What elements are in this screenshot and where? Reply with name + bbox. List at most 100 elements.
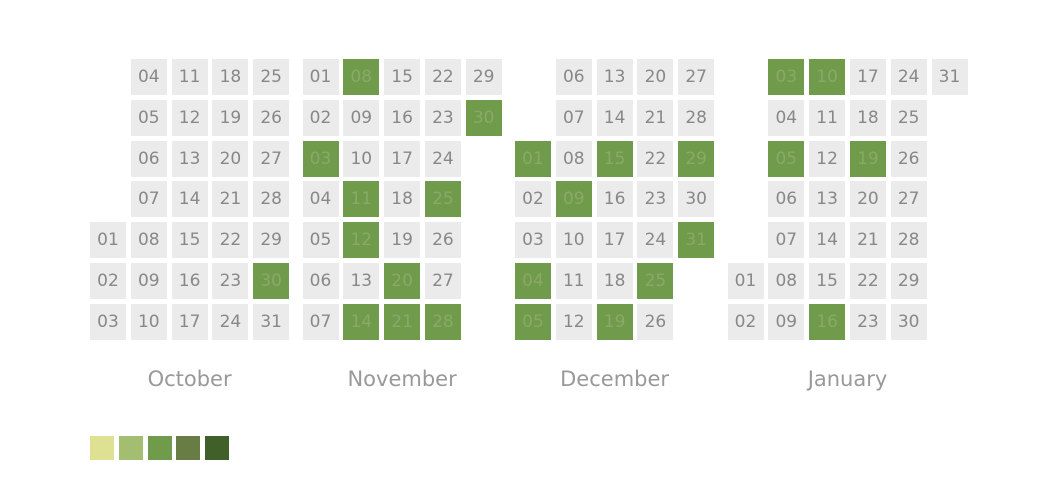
day-cell-december-22: 22 [637,140,674,177]
day-cell-december-14: 14 [596,99,633,136]
day-cell-october-21: 21 [212,181,249,218]
day-cell-january-25: 25 [890,99,927,136]
day-cell-january-27: 27 [890,181,927,218]
day-cell-january-30: 30 [890,303,927,340]
day-cell-december-27: 27 [678,59,715,95]
day-cell-december-25: 25 [637,263,674,299]
day-cell-october-15: 15 [171,222,208,259]
day-cell-november-13: 13 [343,263,380,299]
legend-swatch-4 [176,436,201,460]
legend-swatch-2 [118,436,143,460]
day-cell-december-19: 19 [596,303,633,340]
day-cell-november-30: 30 [465,99,502,136]
day-cell-january-6: 06 [768,181,805,218]
day-cell-january-16: 16 [809,303,846,340]
day-cell-november-6: 06 [302,263,339,299]
day-cell-january-18: 18 [849,99,886,136]
day-cell-december-23: 23 [637,181,674,218]
day-cell-october-26: 26 [253,99,290,136]
day-cell-october-2: 02 [90,263,126,299]
day-cell-december-26: 26 [637,303,674,340]
day-cell-november-18: 18 [384,181,421,218]
day-cell-january-19: 19 [849,140,886,177]
day-cell-november-1: 01 [302,59,339,95]
day-cell-january-23: 23 [849,303,886,340]
day-cell-december-9: 09 [555,181,592,218]
day-cell-november-14: 14 [343,303,380,340]
day-cell-january-5: 05 [768,140,805,177]
legend-swatch-5 [205,436,230,460]
day-cell-december-16: 16 [596,181,633,218]
day-cell-november-4: 04 [302,181,339,218]
day-cell-december-17: 17 [596,222,633,259]
day-cell-october-28: 28 [253,181,290,218]
day-cell-december-15: 15 [596,140,633,177]
day-cell-october-17: 17 [171,303,208,340]
day-cell-january-1: 01 [727,263,764,299]
day-cell-january-20: 20 [849,181,886,218]
day-cell-january-17: 17 [849,59,886,95]
day-cell-january-26: 26 [890,140,927,177]
day-cell-october-25: 25 [253,59,290,95]
day-cell-january-24: 24 [890,59,927,95]
day-cell-january-7: 07 [768,222,805,259]
day-cell-october-6: 06 [130,140,167,177]
day-cell-december-8: 08 [555,140,592,177]
month-label-october: October [147,367,232,391]
day-cell-november-7: 07 [302,303,339,340]
day-cell-january-13: 13 [809,181,846,218]
day-cell-december-13: 13 [596,59,633,95]
day-cell-december-10: 10 [555,222,592,259]
day-cell-december-21: 21 [637,99,674,136]
day-cell-december-2: 02 [515,181,551,218]
legend-swatch-3 [147,436,172,460]
day-cell-november-24: 24 [424,140,461,177]
day-cell-december-4: 04 [515,263,551,299]
day-cell-november-20: 20 [384,263,421,299]
day-cell-october-18: 18 [212,59,249,95]
day-cell-october-31: 31 [253,303,290,340]
day-cell-january-14: 14 [809,222,846,259]
day-cell-january-21: 21 [849,222,886,259]
day-cell-november-16: 16 [384,99,421,136]
day-cell-november-25: 25 [424,181,461,218]
day-cell-october-23: 23 [212,263,249,299]
day-cell-january-4: 04 [768,99,805,136]
day-cell-january-8: 08 [768,263,805,299]
day-cell-january-3: 03 [768,59,805,95]
day-cell-november-17: 17 [384,140,421,177]
day-cell-november-8: 08 [343,59,380,95]
day-cell-november-11: 11 [343,181,380,218]
day-cell-december-1: 01 [515,140,551,177]
day-cell-january-31: 31 [931,59,968,95]
day-cell-november-12: 12 [343,222,380,259]
day-cell-november-22: 22 [424,59,461,95]
day-cell-november-15: 15 [384,59,421,95]
day-cell-december-31: 31 [678,222,715,259]
day-cell-november-29: 29 [465,59,502,95]
day-cell-october-20: 20 [212,140,249,177]
day-cell-january-22: 22 [849,263,886,299]
day-cell-october-14: 14 [171,181,208,218]
day-cell-november-10: 10 [343,140,380,177]
day-cell-october-4: 04 [130,59,167,95]
day-cell-november-5: 05 [302,222,339,259]
month-label-january: January [807,367,888,391]
day-cell-december-5: 05 [515,303,551,340]
day-cell-december-6: 06 [555,59,592,95]
day-cell-november-2: 02 [302,99,339,136]
month-label-november: November [347,367,457,391]
day-cell-december-18: 18 [596,263,633,299]
day-cell-november-3: 03 [302,140,339,177]
day-cell-october-3: 03 [90,303,126,340]
month-label-december: December [560,367,670,391]
day-cell-november-28: 28 [424,303,461,340]
day-cell-october-5: 05 [130,99,167,136]
day-cell-october-16: 16 [171,263,208,299]
day-cell-january-10: 10 [809,59,846,95]
day-cell-january-28: 28 [890,222,927,259]
day-cell-october-1: 01 [90,222,126,259]
day-cell-october-12: 12 [171,99,208,136]
day-cell-october-30: 30 [253,263,290,299]
day-cell-october-7: 07 [130,181,167,218]
